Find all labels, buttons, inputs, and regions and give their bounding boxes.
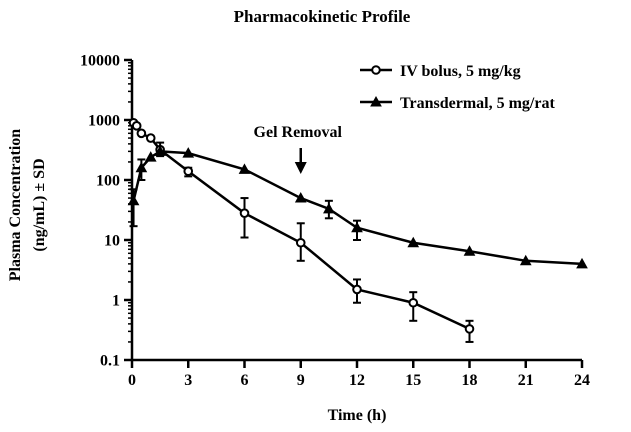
triangle-marker-icon <box>360 95 392 107</box>
series-transdermal <box>127 141 588 269</box>
x-tick-label: 9 <box>297 372 305 389</box>
legend: IV bolus, 5 mg/kg Transdermal, 5 mg/rat <box>360 63 555 112</box>
data-point <box>239 208 250 218</box>
data-point <box>463 245 476 256</box>
data-point <box>407 236 420 248</box>
data-point <box>323 202 335 214</box>
data-point <box>294 192 307 203</box>
plot-area <box>127 117 588 343</box>
data-point <box>464 324 475 334</box>
y-axis: 0.1 1 10 100 1000 10000 <box>80 53 134 370</box>
data-point <box>238 163 251 174</box>
y-axis-title-line2: (ng/mL) ± SD <box>31 158 48 251</box>
chart-title: Pharmacokinetic Profile <box>234 7 411 26</box>
data-point <box>408 297 419 308</box>
y-tick-label: 10000 <box>80 53 120 70</box>
data-point <box>131 121 142 131</box>
data-point <box>351 221 363 233</box>
y-axis-title-line1: Plasma Concentration <box>7 129 24 282</box>
down-arrow-icon <box>294 148 307 174</box>
data-point <box>144 151 157 162</box>
y-tick-label: 1000 <box>88 113 120 130</box>
data-point <box>295 237 306 248</box>
data-point <box>182 147 195 158</box>
annotation-label: Gel Removal <box>254 124 343 141</box>
circle-marker-icon <box>360 65 392 75</box>
data-point <box>576 257 588 269</box>
y-tick-label: 1 <box>112 293 120 310</box>
x-tick-label: 12 <box>349 372 365 389</box>
series-iv-bolus <box>128 117 475 343</box>
data-point <box>135 161 148 173</box>
legend-marker <box>370 95 382 107</box>
x-tick-label: 15 <box>405 372 421 389</box>
arrow-head <box>294 162 307 174</box>
x-tick-label: 3 <box>184 372 192 389</box>
y-tick-label: 100 <box>96 173 120 190</box>
data-point <box>352 284 362 295</box>
x-tick-label: 24 <box>574 372 590 389</box>
x-axis: 0 3 6 9 12 15 18 21 24 <box>128 358 590 389</box>
legend-marker <box>371 65 381 75</box>
data-point <box>519 254 532 266</box>
data-point <box>154 145 166 156</box>
y-tick-label: 0.1 <box>100 353 120 370</box>
annotation-gel-removal: Gel Removal <box>254 124 343 174</box>
data-point <box>136 128 147 139</box>
legend-item-iv-bolus: IV bolus, 5 mg/kg <box>360 63 521 80</box>
legend-item-transdermal: Transdermal, 5 mg/rat <box>360 95 555 112</box>
legend-label-iv-bolus: IV bolus, 5 mg/kg <box>400 63 521 80</box>
x-tick-label: 6 <box>241 372 249 389</box>
series-line <box>132 150 583 266</box>
legend-label-transdermal: Transdermal, 5 mg/rat <box>400 95 555 112</box>
data-point <box>145 133 156 143</box>
x-axis-title: Time (h) <box>328 407 387 424</box>
x-tick-label: 21 <box>518 372 534 389</box>
data-point <box>127 194 140 206</box>
x-tick-label: 0 <box>128 372 136 389</box>
x-tick-label: 18 <box>462 372 478 389</box>
y-axis-title: Plasma Concentration (ng/mL) ± SD <box>7 129 48 282</box>
y-tick-label: 10 <box>104 233 120 250</box>
data-point <box>183 166 194 177</box>
